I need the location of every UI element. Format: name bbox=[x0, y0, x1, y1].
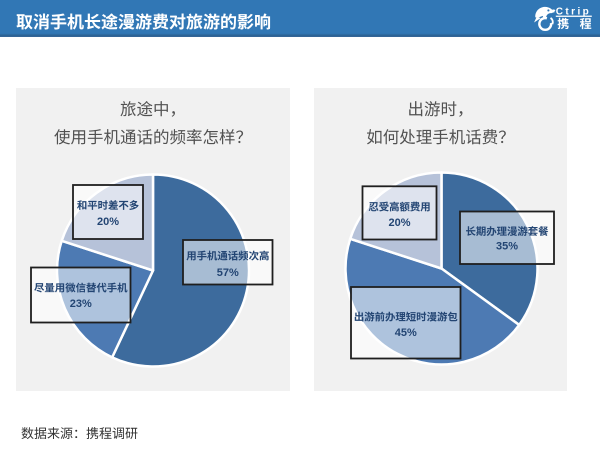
svg-text:57%: 57% bbox=[217, 267, 239, 279]
svg-text:20%: 20% bbox=[97, 216, 119, 228]
svg-text:和平时差不多: 和平时差不多 bbox=[77, 197, 139, 212]
svg-text:忍受高额费用: 忍受高额费用 bbox=[368, 198, 430, 213]
svg-text:用手机通话频次高: 用手机通话频次高 bbox=[186, 248, 269, 263]
svg-text:携: 携 bbox=[557, 15, 569, 32]
svg-text:20%: 20% bbox=[388, 217, 410, 229]
svg-text:Ctrip: Ctrip bbox=[556, 6, 591, 17]
svg-text:长期办理漫游套餐: 长期办理漫游套餐 bbox=[465, 223, 549, 238]
svg-text:尽量用微信替代手机: 尽量用微信替代手机 bbox=[34, 280, 128, 295]
svg-text:23%: 23% bbox=[70, 298, 92, 310]
svg-text:程: 程 bbox=[580, 15, 592, 32]
svg-text:45%: 45% bbox=[395, 327, 417, 339]
svg-text:出游前办理短时漫游包: 出游前办理短时漫游包 bbox=[354, 309, 459, 324]
svg-text:35%: 35% bbox=[496, 241, 518, 253]
